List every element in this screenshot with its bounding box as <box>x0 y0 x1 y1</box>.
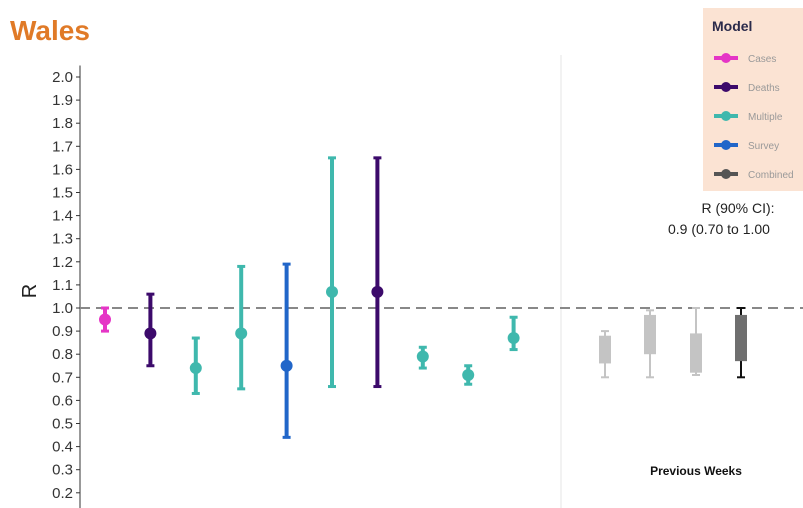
previous-weeks <box>599 307 747 379</box>
estimate-point <box>280 359 293 372</box>
legend-entry-cases: Cases <box>714 53 776 65</box>
legend-entries: Cases Deaths Multiple Survey Combined <box>714 53 794 181</box>
estimates <box>99 156 520 439</box>
estimate-point <box>462 368 475 381</box>
estimate-multiple <box>416 345 429 370</box>
legend-background <box>703 8 803 191</box>
legend-label: Deaths <box>748 83 780 94</box>
legend-label: Cases <box>748 54 776 65</box>
legend-entry-multiple: Multiple <box>714 111 783 123</box>
previous-week-range <box>644 309 656 379</box>
y-tick-label: 0.7 <box>52 369 73 386</box>
legend-swatch-point <box>721 169 731 179</box>
y-tick-label: 1.9 <box>52 92 73 109</box>
y-tick-label: 0.8 <box>52 346 73 363</box>
estimate-multiple <box>462 364 475 386</box>
previous-week-box <box>599 335 611 364</box>
previous-weeks-label: Previous Weeks <box>650 464 742 478</box>
estimate-point <box>416 350 429 363</box>
estimate-multiple <box>189 336 202 395</box>
combined-label-line1: R (90% CI): <box>701 200 774 216</box>
estimate-deaths <box>144 292 157 368</box>
y-tick-label: 1.6 <box>52 161 73 178</box>
y-tick-label: 1.0 <box>52 300 73 317</box>
legend-entry-survey: Survey <box>714 140 779 152</box>
y-tick-label: 1.2 <box>52 254 73 271</box>
y-tick-label: 1.8 <box>52 115 73 132</box>
estimate-point <box>235 327 248 340</box>
y-tick-label: 0.6 <box>52 392 73 409</box>
estimate-point <box>189 362 202 375</box>
legend: Model Cases Deaths Multiple Survey Combined <box>703 8 803 191</box>
previous-week-range <box>690 307 702 376</box>
estimate-point <box>371 285 384 298</box>
previous-week-box <box>690 333 702 373</box>
legend-swatch-point <box>721 53 731 63</box>
y-tick-label: 0.4 <box>52 439 73 456</box>
legend-swatch-point <box>721 82 731 92</box>
y-tick-label: 1.3 <box>52 231 73 248</box>
legend-label: Multiple <box>748 112 783 123</box>
previous-week-box <box>644 314 656 355</box>
previous-week-range <box>599 330 611 379</box>
legend-label: Combined <box>748 170 794 181</box>
y-axis: 0.2 0.3 0.4 0.5 0.6 0.7 0.8 0.9 1.0 1.1 1.2 1.3 1.4 1… <box>52 65 81 508</box>
y-tick-label: 1.5 <box>52 185 73 202</box>
estimate-cases <box>99 306 111 333</box>
y-tick-label: 0.2 <box>52 485 73 502</box>
y-tick-label: 0.9 <box>52 323 73 340</box>
legend-entry-deaths: Deaths <box>714 82 780 94</box>
estimate-multiple <box>235 264 248 391</box>
estimate-survey <box>280 262 293 439</box>
estimate-point <box>326 285 338 298</box>
estimate-point <box>507 332 520 345</box>
estimate-point <box>144 327 157 340</box>
chart-title: Wales <box>10 15 90 46</box>
y-tick-label: 0.3 <box>52 462 73 479</box>
combined-label-line2: 0.9 (0.70 to 1.00 <box>668 221 770 237</box>
y-tick-label: 0.5 <box>52 416 73 433</box>
y-axis-label: R <box>19 284 41 298</box>
estimate-multiple <box>326 156 338 389</box>
estimate-point <box>99 313 111 326</box>
previous-week-box <box>735 314 747 362</box>
estimate-deaths <box>371 156 384 389</box>
previous-week-range <box>735 307 747 379</box>
estimate-multiple <box>507 315 520 352</box>
y-tick-label: 1.4 <box>52 208 73 225</box>
legend-swatch-point <box>721 140 731 150</box>
legend-title: Model <box>712 18 752 34</box>
legend-label: Survey <box>748 141 779 152</box>
legend-entry-combined: Combined <box>714 169 794 181</box>
y-tick-label: 2.0 <box>52 69 73 86</box>
legend-swatch-point <box>721 111 731 121</box>
y-tick-label: 1.7 <box>52 138 73 155</box>
y-tick-label: 1.1 <box>52 277 73 294</box>
